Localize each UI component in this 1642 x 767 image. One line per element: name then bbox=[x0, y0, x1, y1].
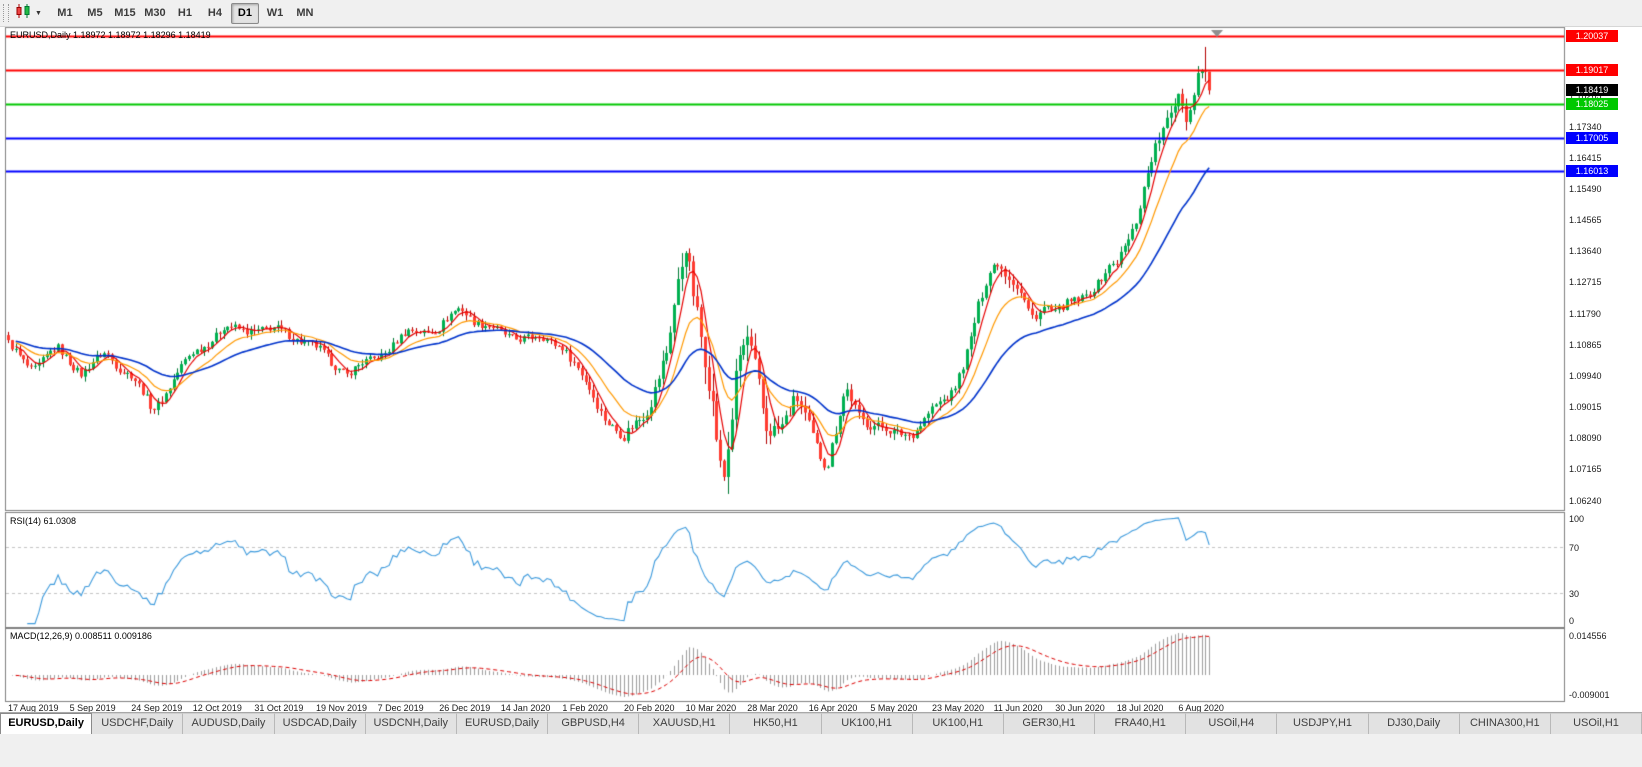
chart-tab-usoil-h1[interactable]: USOil,H1 bbox=[1550, 713, 1642, 734]
date-label: 1 Feb 2020 bbox=[562, 703, 608, 713]
date-label: 11 Jun 2020 bbox=[993, 703, 1043, 713]
timeframe-button-h4[interactable]: H4 bbox=[207, 6, 222, 19]
macd-axis-tick: 0.014556 bbox=[1569, 631, 1607, 641]
price-level-badge: 1.20037 bbox=[1566, 29, 1618, 42]
chart-tab-eurusd-daily[interactable]: EURUSD,Daily bbox=[456, 713, 549, 734]
chevron-down-icon: ▼ bbox=[35, 9, 42, 17]
date-label: 10 Mar 2020 bbox=[685, 703, 737, 713]
price-axis-tick: 1.08090 bbox=[1569, 433, 1602, 444]
date-label: 5 May 2020 bbox=[870, 703, 918, 713]
date-label: 20 Feb 2020 bbox=[624, 703, 675, 713]
rsi-indicator-label: RSI(14) 61.0308 bbox=[10, 516, 77, 526]
rsi-axis-tick: 0 bbox=[1569, 616, 1575, 626]
price-axis-tick: 1.09940 bbox=[1569, 370, 1602, 381]
date-label: 30 Jun 2020 bbox=[1055, 703, 1105, 713]
date-label: 26 Dec 2019 bbox=[439, 703, 491, 713]
chart-type-button[interactable]: ▼ bbox=[15, 3, 42, 23]
date-label: 18 Jul 2020 bbox=[1116, 703, 1164, 713]
chart-tab-xauusd-h1[interactable]: XAUUSD,H1 bbox=[639, 713, 731, 734]
chart-tab-usdcad-daily[interactable]: USDCAD,Daily bbox=[274, 713, 366, 734]
timeframe-button-h1[interactable]: H1 bbox=[177, 6, 192, 19]
rsi-axis-tick: 70 bbox=[1569, 543, 1580, 554]
date-label: 17 Aug 2019 bbox=[8, 703, 59, 713]
chart-tab-usdcnh-daily[interactable]: USDCNH,Daily bbox=[365, 713, 457, 734]
chart-tab-gbpusd-h4[interactable]: GBPUSD,H4 bbox=[548, 713, 640, 734]
timeframe-button-mn[interactable]: MN bbox=[296, 6, 314, 19]
rsi-axis-tick: 100 bbox=[1569, 514, 1585, 524]
price-level-badge: 1.16013 bbox=[1566, 165, 1618, 178]
price-axis-tick: 1.15490 bbox=[1569, 184, 1602, 194]
price-axis-tick: 1.16415 bbox=[1569, 152, 1602, 163]
chart-tab-ger30-h1[interactable]: GER30,H1 bbox=[1003, 713, 1096, 734]
candlestick-chart-icon bbox=[15, 3, 33, 23]
timeframe-button-m15[interactable]: M15 bbox=[114, 6, 136, 19]
chart-tab-china300-h1[interactable]: CHINA300,H1 bbox=[1459, 713, 1551, 734]
toolbar-grip[interactable] bbox=[3, 4, 9, 22]
chart-tab-usdchf-daily[interactable]: USDCHF,Daily bbox=[92, 713, 184, 734]
date-label: 19 Nov 2019 bbox=[316, 703, 368, 713]
date-label: 23 May 2020 bbox=[932, 703, 985, 713]
date-label: 12 Oct 2019 bbox=[192, 703, 242, 713]
chart-tab-uk100-h1[interactable]: UK100,H1 bbox=[821, 713, 913, 734]
timeframe-toolbar: ▼ M1 M5 M15 M30 H1 H4 D1 W1 MN bbox=[0, 0, 1642, 27]
date-label: 28 Mar 2020 bbox=[747, 703, 798, 713]
chart-tab-hk50-h1[interactable]: HK50,H1 bbox=[730, 713, 822, 734]
timeframe-button-m1[interactable]: M1 bbox=[57, 6, 73, 19]
chart-tab-usoil-h4[interactable]: USOil,H4 bbox=[1186, 713, 1278, 734]
chart-tabs: EURUSD,Daily USDCHF,Daily AUDUSD,Daily USDC… bbox=[0, 712, 1642, 734]
date-label: 31 Oct 2019 bbox=[254, 703, 304, 713]
chart-tab-eurusd-daily[interactable]: EURUSD,Daily bbox=[0, 713, 93, 734]
date-label: 6 Aug 2020 bbox=[1178, 703, 1224, 713]
price-axis-tick: 1.09015 bbox=[1569, 402, 1602, 413]
price-axis-tick: 1.07165 bbox=[1569, 464, 1602, 475]
price-level-badge: 1.18025 bbox=[1566, 97, 1618, 110]
rsi-axis-tick: 30 bbox=[1569, 588, 1580, 599]
timeframe-button-d1[interactable]: D1 bbox=[230, 2, 259, 24]
chart-ohlc-title: EURUSD,Daily 1.18972 1.18972 1.18296 1.1… bbox=[10, 30, 211, 40]
timeframe-button-w1[interactable]: W1 bbox=[266, 6, 284, 19]
price-axis-tick: 1.06240 bbox=[1569, 495, 1602, 506]
price-axis-tick: 1.17340 bbox=[1569, 121, 1602, 132]
chart-tab-fra40-h1[interactable]: FRA40,H1 bbox=[1095, 713, 1187, 734]
macd-indicator-label: MACD(12,26,9) 0.008511 0.009186 bbox=[10, 631, 152, 641]
timeframe-button-m30[interactable]: M30 bbox=[144, 6, 166, 19]
price-axis-tick: 1.14565 bbox=[1569, 215, 1602, 226]
chart-tab-dj30-daily[interactable]: DJ30,Daily bbox=[1368, 713, 1460, 734]
price-axis-tick: 1.11790 bbox=[1569, 308, 1601, 319]
timeframe-buttons: M1 M5 M15 M30 H1 H4 D1 W1 MN bbox=[50, 2, 320, 24]
chart-tab-uk100-h1[interactable]: UK100,H1 bbox=[912, 713, 1004, 734]
price-axis-tick: 1.12715 bbox=[1569, 277, 1602, 288]
chart-tab-usdjpy-h1[interactable]: USDJPY,H1 bbox=[1277, 713, 1369, 734]
price-level-badge: 1.19017 bbox=[1566, 64, 1618, 77]
date-label: 14 Jan 2020 bbox=[500, 703, 551, 713]
chart-tab-audusd-daily[interactable]: AUDUSD,Daily bbox=[183, 713, 275, 734]
current-price-badge: 1.18419 bbox=[1566, 84, 1618, 97]
timeframe-button-m5[interactable]: M5 bbox=[87, 6, 103, 19]
date-label: 24 Sep 2019 bbox=[131, 703, 183, 713]
date-label: 5 Sep 2019 bbox=[69, 703, 116, 713]
price-level-badge: 1.17005 bbox=[1566, 131, 1618, 144]
price-axis-tick: 1.13640 bbox=[1569, 246, 1602, 257]
price-axis-tick: 1.10865 bbox=[1569, 339, 1602, 350]
macd-axis-tick: -0.009001 bbox=[1569, 690, 1610, 700]
date-label: 7 Dec 2019 bbox=[377, 703, 424, 713]
date-label: 16 Apr 2020 bbox=[808, 703, 858, 713]
